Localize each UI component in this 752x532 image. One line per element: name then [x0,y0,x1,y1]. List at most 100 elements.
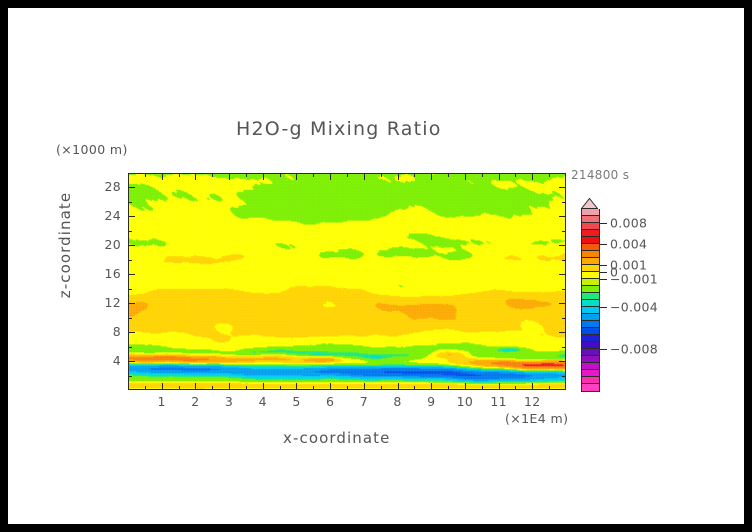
colorbar-band [582,307,599,314]
colorbar-band [582,230,599,237]
axis-tick [128,332,135,334]
colorbar-tick-label: −0.008 [610,341,659,357]
axis-tick [498,173,500,180]
contour-plot-area [128,173,566,390]
axis-tick [464,173,466,180]
axis-tick [128,288,132,290]
axis-tick [330,383,332,390]
axis-tick [414,386,416,390]
colorbar-band [582,363,599,370]
colorbar-tick [600,265,607,266]
axis-tick [195,173,197,180]
colorbar: 0.008 0.004 0.001 0 −0.001 −0.004 −0.008 [581,198,658,392]
axis-tick [245,173,247,177]
colorbar-band [582,286,599,293]
colorbar-band-separator [582,285,599,286]
y-axis-tick-label: 16 [104,266,121,282]
axis-tick [363,383,365,390]
figure-canvas: H2O-g Mixing Ratio (×1000 m) z-coordinat… [8,8,744,524]
colorbar-band [582,328,599,335]
colorbar-band-separator [582,250,599,251]
colorbar-band-separator [582,229,599,230]
axis-tick [279,173,281,177]
colorbar-band-separator [582,215,599,216]
colorbar-band-separator [582,236,599,237]
colorbar-band [582,377,599,384]
axis-tick [464,383,466,390]
axis-tick [562,346,566,348]
y-axis-tick-labels: 4 8 12 16 20 24 28 [86,173,121,390]
axis-tick [562,201,566,203]
colorbar-band-separator [582,334,599,335]
colorbar-band [582,237,599,244]
axis-tick [431,173,433,180]
x-axis-tick-label: 1 [157,394,166,409]
axis-tick [128,346,132,348]
contour-field [129,174,565,389]
axis-tick [498,383,500,390]
colorbar-band [582,342,599,349]
x-axis-tick-label: 8 [393,394,402,409]
colorbar-bands: 0.008 0.004 0.001 0 −0.001 −0.004 −0.008 [581,209,658,392]
colorbar-band-separator [582,369,599,370]
x-axis-tick-label: 3 [224,394,234,409]
axis-tick [313,386,315,390]
colorbar-band [582,300,599,307]
x-axis-tick-label: 9 [427,394,436,409]
axis-tick [144,386,146,390]
axis-tick [128,274,135,276]
colorbar-band [582,356,599,363]
colorbar-band-separator [582,327,599,328]
x-axis-tick-label: 7 [359,394,368,409]
colorbar-band-separator [582,292,599,293]
x-axis-tick-label: 2 [191,394,200,409]
colorbar-tick [600,349,607,350]
axis-tick [559,361,566,363]
colorbar-top-arrow-icon [581,198,598,209]
axis-tick [347,386,348,390]
x-axis-tick-label: 6 [326,394,335,409]
axis-tick [532,383,534,390]
colorbar-band-separator [582,299,599,300]
colorbar-tick-label: 0.008 [610,215,648,231]
y-axis-tick-label: 28 [104,179,121,195]
axis-tick [330,173,332,180]
colorbar-band [582,216,599,223]
colorbar-tick-label: 0.001 [610,257,648,273]
x-axis-tick-label: 11 [490,394,507,409]
axis-tick [229,173,231,180]
colorbar-band-separator [582,278,599,279]
axis-tick [128,230,132,232]
colorbar-band-separator [582,376,599,377]
axis-tick [532,173,534,180]
colorbar-tick-label: −0.004 [610,299,659,315]
colorbar-band-separator [582,257,599,258]
y-axis-tick-label: 24 [104,208,121,224]
axis-tick [397,173,399,180]
axis-tick [559,332,566,334]
axis-tick [363,173,365,180]
axis-tick [128,259,132,261]
axis-tick [448,173,450,177]
axis-tick [128,303,135,305]
colorbar-tick [600,272,607,273]
axis-tick [144,173,146,177]
axis-tick [128,245,135,247]
colorbar-tick [600,244,607,245]
y-axis-tick-label: 8 [112,324,121,340]
colorbar-band [582,244,599,251]
colorbar-band [582,209,599,216]
x-axis-title: x-coordinate [283,429,391,447]
axis-tick [559,187,566,189]
axis-tick [128,216,135,218]
axis-tick [195,383,197,390]
colorbar-band [582,251,599,258]
axis-tick [559,303,566,305]
colorbar-band-separator [582,264,599,265]
x-axis-tick-label: 12 [524,394,541,409]
axis-tick [481,173,483,177]
colorbar-band-separator [582,355,599,356]
colorbar-band [582,314,599,321]
axis-tick [128,187,135,189]
x-axis-tick-label: 4 [258,394,267,409]
